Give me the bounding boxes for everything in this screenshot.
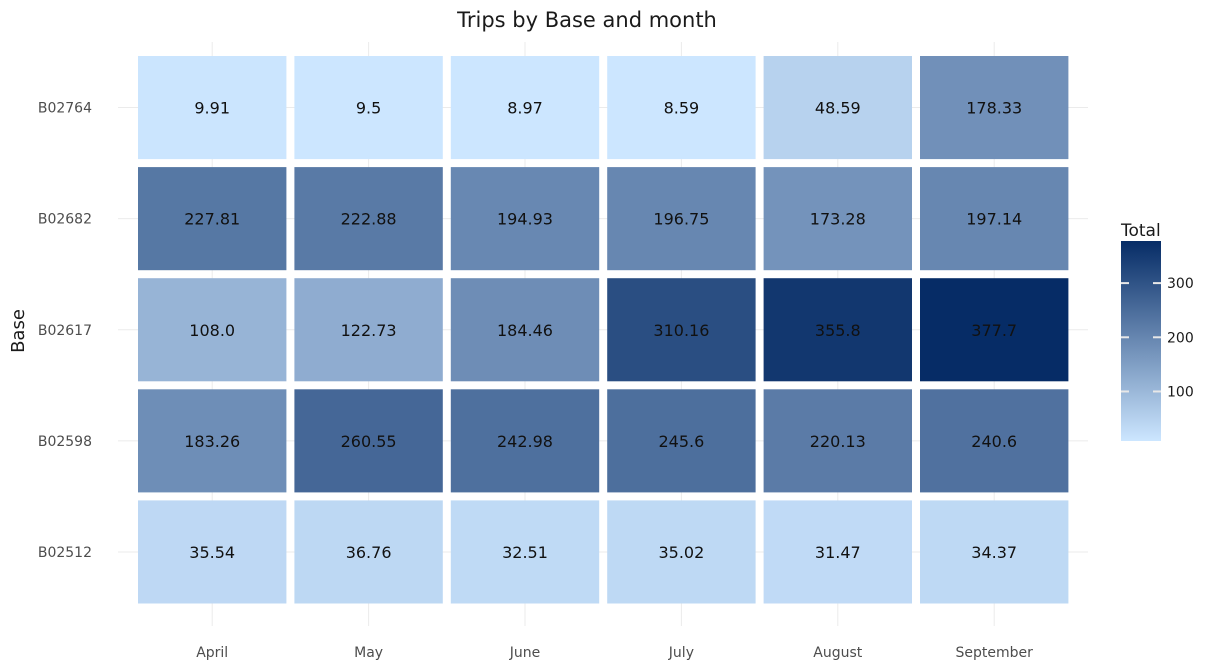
cell-value-label: 242.98 (497, 432, 553, 451)
heatmap-cell (450, 389, 600, 493)
x-tick-label: September (956, 645, 1034, 661)
heatmap-cell (450, 167, 600, 271)
cell-value-label: 8.97 (507, 99, 543, 118)
y-axis-ticks: B02764 B02682 B02617 B02598 B02512 (38, 101, 92, 561)
cell-value-label: 222.88 (341, 210, 397, 229)
cell-value-label: 245.6 (658, 432, 704, 451)
cell-value-label: 377.7 (971, 321, 1017, 340)
cell-value-label: 240.6 (971, 432, 1017, 451)
legend-tick-label: 200 (1167, 330, 1194, 346)
cell-value-label: 355.8 (815, 321, 861, 340)
cell-value-label: 220.13 (810, 432, 866, 451)
heatmap-cell (450, 56, 600, 160)
heatmap-cell (138, 278, 287, 382)
cell-value-label: 36.76 (346, 543, 392, 562)
legend-title: Total (1120, 221, 1161, 241)
heatmap-cell (920, 167, 1069, 271)
y-tick-label: B02764 (38, 101, 92, 117)
legend-tick-label: 100 (1167, 384, 1194, 400)
heatmap-cell (763, 389, 912, 493)
legend-ticks: 100 200 300 (1121, 276, 1194, 400)
heatmap-cell (920, 56, 1069, 160)
heatmap-cell (920, 389, 1069, 493)
cell-value-label: 310.16 (653, 321, 709, 340)
chart-title: Trips by Base and month (456, 8, 717, 32)
heatmap-cell (138, 167, 287, 271)
y-axis-title: Base (8, 309, 29, 353)
cell-value-label: 184.46 (497, 321, 553, 340)
cell-value-label: 32.51 (502, 543, 548, 562)
heatmap-cell (920, 500, 1069, 604)
cell-value-label: 35.54 (189, 543, 235, 562)
x-tick-label: August (813, 645, 863, 661)
heatmap-cell (763, 500, 912, 604)
cell-value-label: 122.73 (341, 321, 397, 340)
cell-value-label: 35.02 (658, 543, 704, 562)
cell-value-label: 34.37 (971, 543, 1017, 562)
y-tick-label: B02598 (38, 434, 92, 450)
legend-color-bar (1121, 241, 1161, 441)
heatmap-cell (294, 56, 443, 160)
cell-value-label: 227.81 (184, 210, 240, 229)
heatmap-cell (607, 56, 756, 160)
cell-value-label: 178.33 (966, 99, 1022, 118)
heatmap-cells (138, 56, 1069, 604)
cell-value-label: 173.28 (810, 210, 866, 229)
cell-labels: 9.91 9.5 8.97 8.59 48.59 178.33 227.81 222.88 19… (184, 99, 1022, 562)
x-tick-label: June (509, 645, 541, 661)
y-tick-label: B02617 (38, 323, 92, 339)
heatmap-cell (294, 389, 443, 493)
heatmap-cell (294, 278, 443, 382)
cell-value-label: 9.91 (194, 99, 230, 118)
heatmap-cell (607, 167, 756, 271)
heatmap-cell (920, 278, 1069, 382)
heatmap-cell (763, 56, 912, 160)
cell-value-label: 260.55 (341, 432, 397, 451)
heatmap-cell (607, 278, 756, 382)
cell-value-label: 31.47 (815, 543, 861, 562)
cell-value-label: 108.0 (189, 321, 235, 340)
color-legend: Total 100 200 300 (1120, 221, 1194, 441)
legend-tick-label: 300 (1167, 276, 1194, 292)
y-tick-label: B02512 (38, 545, 92, 561)
cell-value-label: 194.93 (497, 210, 553, 229)
heatmap-cell (763, 167, 912, 271)
heatmap-cell (138, 500, 287, 604)
x-tick-label: May (354, 645, 383, 661)
x-tick-label: April (196, 645, 228, 661)
heatmap-cell (450, 278, 600, 382)
cell-value-label: 8.59 (664, 99, 700, 118)
heatmap-cell (138, 389, 287, 493)
heatmap-cell (294, 500, 443, 604)
cell-value-label: 196.75 (653, 210, 709, 229)
x-axis-ticks: April May June July August September (196, 645, 1033, 661)
heatmap-cell (138, 56, 287, 160)
cell-value-label: 197.14 (966, 210, 1022, 229)
x-tick-label: July (668, 645, 694, 661)
cell-value-label: 183.26 (184, 432, 240, 451)
heatmap-cell (607, 500, 756, 604)
y-tick-label: B02682 (38, 212, 92, 228)
cell-value-label: 48.59 (815, 99, 861, 118)
heatmap-cell (763, 278, 912, 382)
heatmap-cell (607, 389, 756, 493)
heatmap-cell (294, 167, 443, 271)
heatmap-cell (450, 500, 600, 604)
cell-value-label: 9.5 (356, 99, 381, 118)
